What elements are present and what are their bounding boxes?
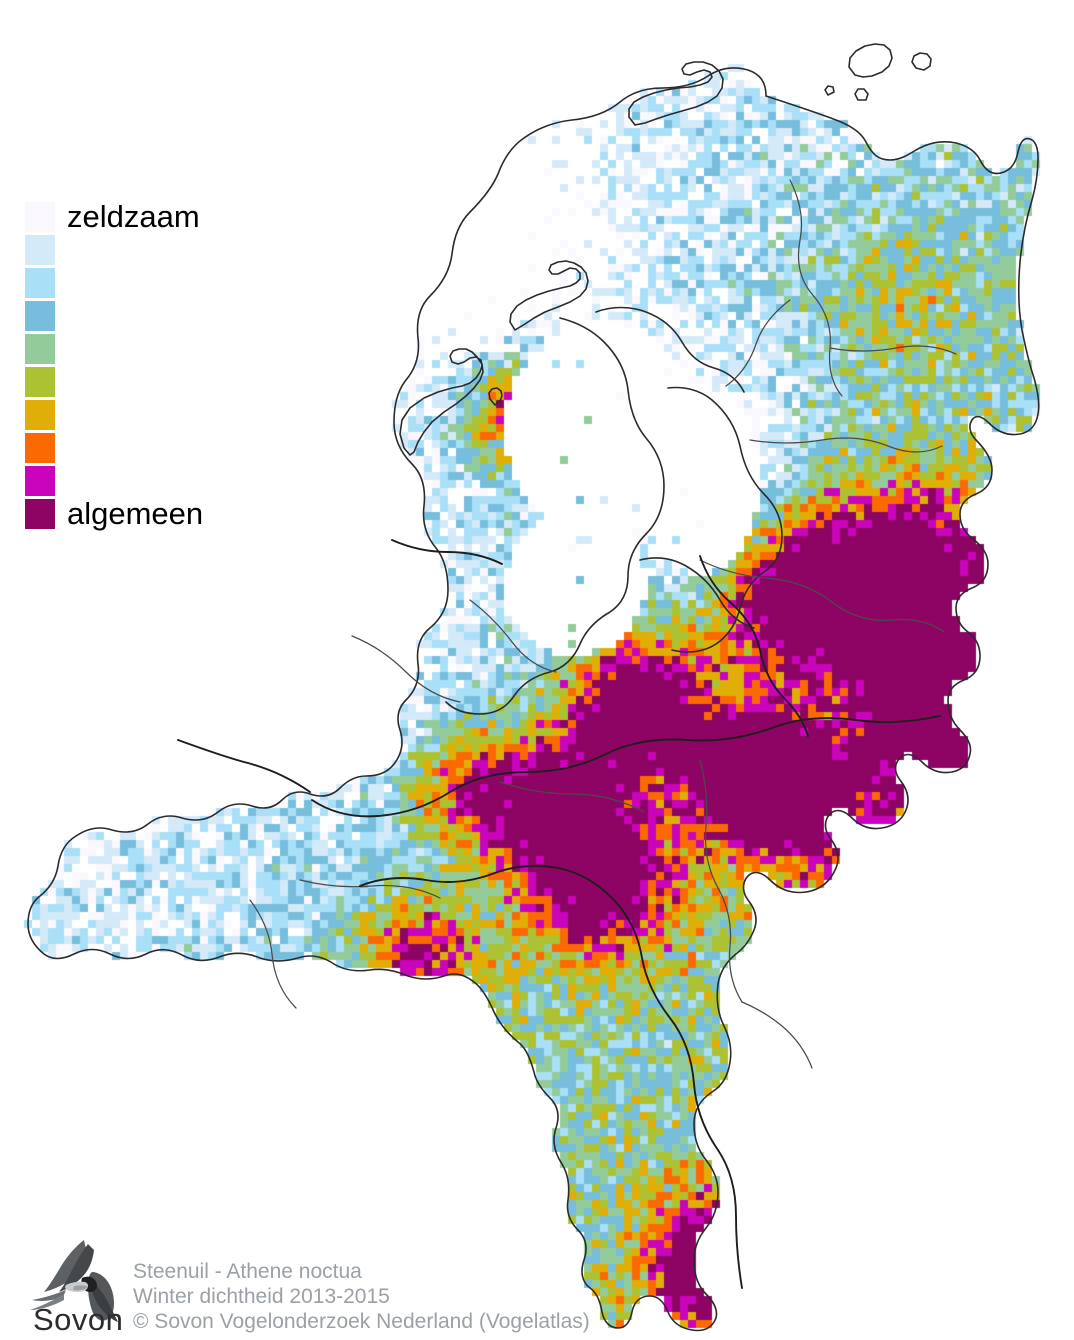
- border-zeeland-brabant: [249, 899, 297, 1009]
- border-utrecht-zuidholland: [351, 635, 461, 703]
- island-engelsmanplaat: [824, 85, 835, 96]
- legend-swatch-3: [25, 267, 55, 298]
- border-friesland-overijssel: [725, 299, 791, 387]
- legend-swatch-6: [25, 366, 55, 397]
- noordoostpolder-outline: [595, 306, 745, 393]
- river-noordzeekanaal: [391, 539, 503, 565]
- legend-row-1: zeldzaam: [25, 200, 255, 233]
- legend-row-8: [25, 431, 255, 464]
- border-drenthe-overijssel: [749, 437, 943, 453]
- island-terschelling: [509, 260, 589, 331]
- river-nieuwe-waterweg: [177, 739, 311, 793]
- river-ijssel: [699, 555, 809, 737]
- flevoland-zuid-outline: [639, 557, 755, 629]
- sovon-wordmark: Sovon: [33, 1302, 123, 1334]
- legend-label-rare: zeldzaam: [67, 199, 200, 234]
- figure-footer: Sovon Steenuil - Athene noctua Winter di…: [0, 1230, 1074, 1340]
- legend-row-3: [25, 266, 255, 299]
- border-groningen-drenthe: [829, 345, 957, 355]
- caption-line-species: Steenuil - Athene noctua: [133, 1260, 362, 1283]
- legend-row-5: [25, 332, 255, 365]
- river-rijn-waal: [311, 715, 941, 818]
- island-ameland: [628, 61, 724, 126]
- border-brabant-zuidholland: [299, 879, 441, 899]
- island-schiermonnikoog: [848, 43, 893, 78]
- legend-row-7: [25, 398, 255, 431]
- legend-swatch-9: [25, 465, 55, 496]
- sovon-logo: Sovon: [22, 1234, 132, 1334]
- caption-line-copyright: © Sovon Vogelonderzoek Nederland (Vogela…: [133, 1310, 590, 1333]
- border-overijssel-gelderland: [699, 559, 945, 633]
- border-limburg-noord: [741, 1001, 813, 1069]
- mainland-outline: [27, 67, 1040, 1332]
- legend-swatch-7: [25, 399, 55, 430]
- legend-swatch-2: [25, 234, 55, 265]
- legend-label-common: algemeen: [67, 496, 204, 531]
- flevoland-oost-outline: [667, 386, 783, 653]
- legend-swatch-4: [25, 300, 55, 331]
- island-rottumeroog: [911, 52, 932, 71]
- legend: zeldzaam: [25, 200, 255, 530]
- figure-caption: Steenuil - Athene noctua Winter dichthei…: [133, 1259, 590, 1334]
- island-texel: [399, 348, 484, 456]
- legend-row-9: [25, 464, 255, 497]
- legend-swatch-1: [25, 201, 55, 232]
- ijsselmeer-shore: [445, 317, 665, 715]
- border-gelderland-brabant: [499, 781, 645, 813]
- legend-row-6: [25, 365, 255, 398]
- legend-swatch-5: [25, 333, 55, 364]
- legend-row-4: [25, 299, 255, 332]
- border-brabant-limburg: [699, 759, 743, 1003]
- caption-line-period: Winter dichtheid 2013-2015: [133, 1285, 390, 1308]
- legend-swatch-10: [25, 498, 55, 529]
- island-rottumerplaat: [854, 88, 869, 101]
- border-gelderland-utrecht: [469, 599, 557, 673]
- legend-swatch-8: [25, 432, 55, 463]
- river-maas: [359, 865, 743, 1289]
- swallow-bird-icon: Sovon: [30, 1240, 123, 1334]
- border-friesland-groningen: [789, 179, 843, 397]
- legend-row-10: algemeen: [25, 497, 255, 530]
- island-vlieland: [488, 387, 503, 406]
- legend-row-2: [25, 233, 255, 266]
